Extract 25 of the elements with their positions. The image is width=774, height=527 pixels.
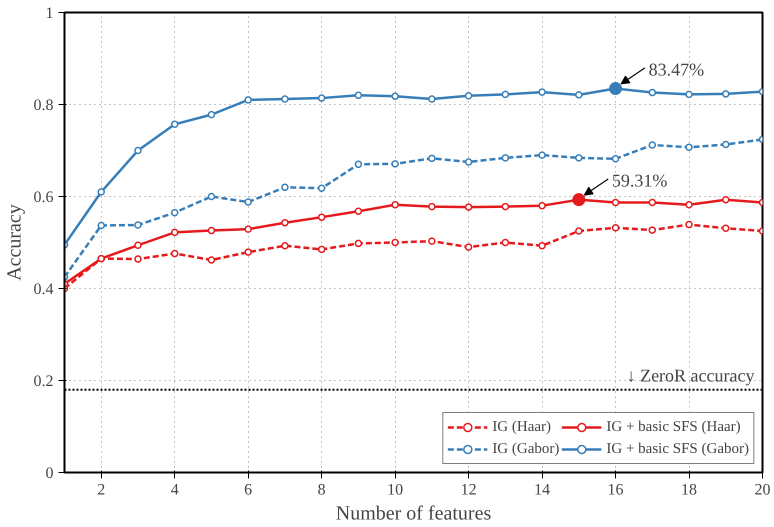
x-tick-label: 20	[754, 482, 770, 498]
y-tick-label: 0.4	[34, 281, 54, 298]
y-axis-title: Accuracy	[4, 204, 26, 281]
x-tick-label: 14	[534, 482, 550, 498]
ref-line-label: ↓ ZeroR accuracy	[626, 366, 755, 386]
x-tick-label: 12	[460, 482, 477, 498]
y-tick-label: 0.8	[34, 97, 54, 114]
legend-label: IG (Haar)	[492, 418, 552, 436]
y-tick-label: 0.2	[34, 373, 54, 390]
x-tick-label: 8	[318, 482, 326, 498]
x-tick-label: 4	[170, 482, 179, 498]
legend-label: IG (Gabor)	[492, 440, 560, 458]
x-tick-label: 6	[244, 482, 252, 498]
x-axis-title: Number of features	[336, 502, 492, 524]
y-tick-label: 0	[46, 465, 54, 482]
x-tick-label: 16	[608, 482, 624, 498]
x-tick-label: 18	[681, 482, 698, 498]
y-tick-label: 0.6	[34, 189, 54, 206]
annotation: 83.47%	[648, 59, 704, 80]
annotation: 59.31%	[612, 170, 668, 190]
x-tick-label: 10	[387, 482, 404, 498]
legend-label: IG + basic SFS (Haar)	[606, 418, 741, 436]
legend-label: IG + basic SFS (Gabor)	[606, 440, 749, 458]
x-tick-label: 2	[97, 482, 106, 498]
y-tick-label: 1	[46, 5, 54, 22]
